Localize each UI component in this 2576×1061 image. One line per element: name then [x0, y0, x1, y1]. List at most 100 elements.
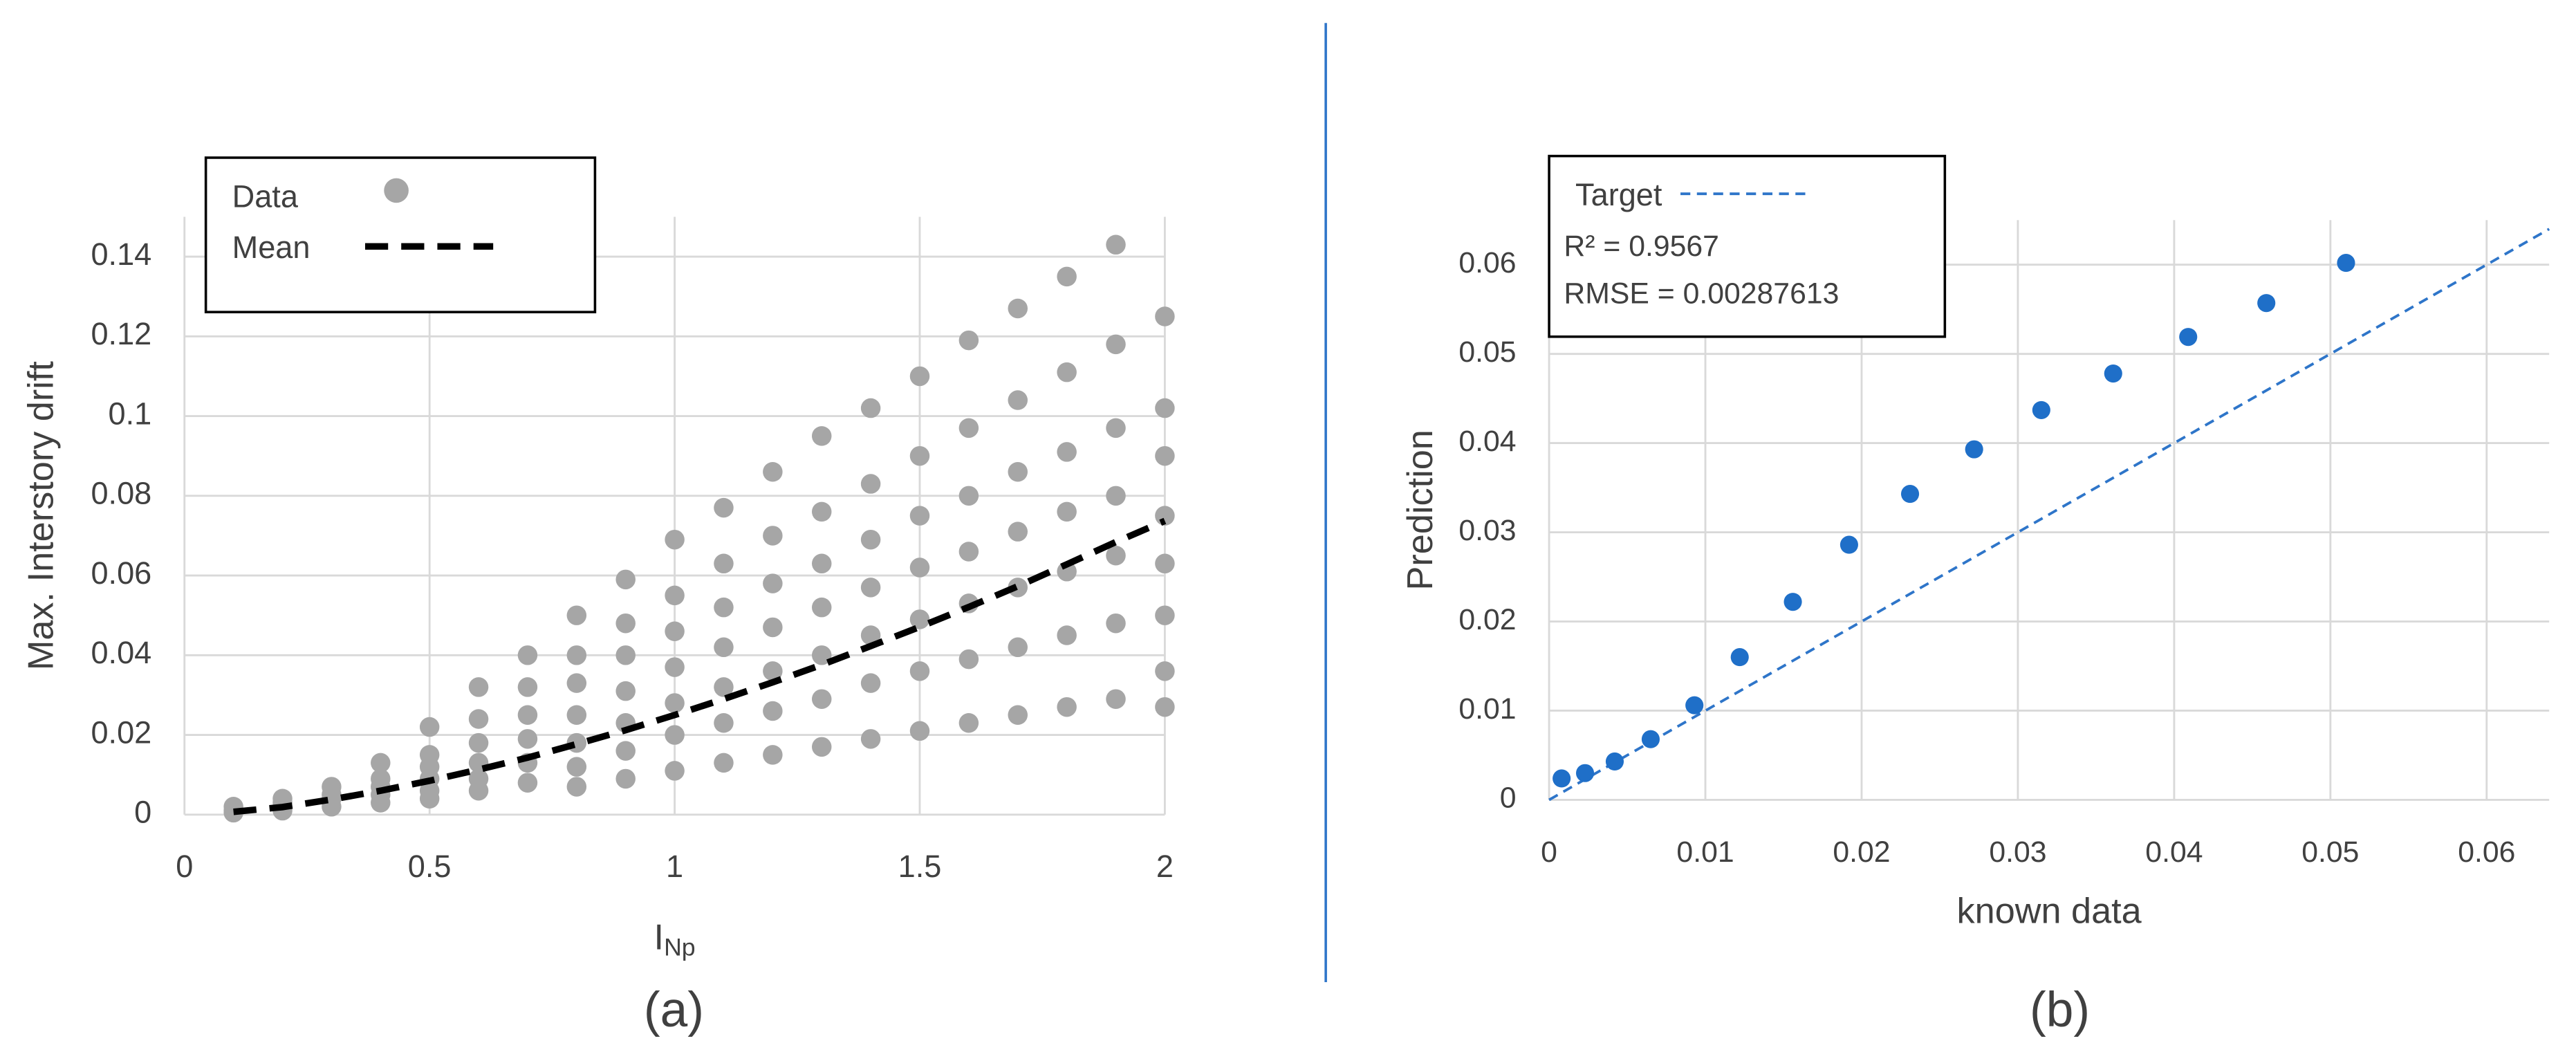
y-tick-label: 0.03 — [1458, 514, 1516, 547]
data-point — [860, 578, 881, 598]
x-tick-label: 0 — [176, 849, 193, 884]
data-point — [2032, 400, 2050, 419]
data-point — [763, 745, 783, 765]
caption: (b) — [2030, 983, 2090, 1037]
x-tick-label: 0.05 — [2301, 836, 2359, 869]
data-point — [811, 689, 832, 709]
data-point — [1840, 535, 1858, 554]
x-axis-label: INp — [654, 917, 696, 961]
x-axis-label-main: I — [654, 917, 665, 957]
y-tick-label: 0.04 — [91, 635, 151, 670]
y-tick-label: 0.14 — [91, 237, 151, 272]
data-point — [1155, 445, 1175, 466]
x-tick-label: 0.02 — [1833, 836, 1890, 869]
data-point — [615, 768, 636, 789]
data-point — [909, 506, 930, 526]
data-point — [2179, 328, 2198, 347]
data-point — [714, 553, 734, 574]
legend-label: Mean — [232, 230, 311, 265]
data-point — [665, 585, 685, 606]
annotation: R² = 0.9567 — [1564, 230, 1719, 263]
data-point — [665, 529, 685, 550]
data-point — [665, 621, 685, 641]
y-axis-label: Max. Interstory drift — [21, 361, 61, 670]
data-point — [1155, 398, 1175, 418]
data-point — [763, 661, 783, 681]
data-point — [2257, 294, 2276, 313]
data-point — [615, 681, 636, 701]
data-point — [958, 542, 979, 562]
data-point — [1155, 553, 1175, 574]
data-point — [1605, 752, 1624, 771]
data-point — [468, 732, 489, 753]
data-point — [1641, 730, 1660, 748]
data-point — [1730, 648, 1749, 667]
data-point — [958, 418, 979, 439]
data-point — [665, 693, 685, 713]
data-point — [419, 717, 440, 737]
caption: (a) — [644, 983, 704, 1037]
data-point — [909, 557, 930, 578]
data-point — [860, 398, 881, 418]
data-point — [763, 526, 783, 546]
x-tick-label: 0.03 — [1989, 836, 2046, 869]
data-point — [763, 461, 783, 482]
data-point — [566, 673, 587, 693]
data-point — [811, 501, 832, 522]
data-point — [1008, 578, 1028, 598]
y-axis-label: Prediction — [1400, 430, 1440, 590]
data-point — [1008, 298, 1028, 319]
y-tick-label: 0 — [1500, 782, 1517, 815]
data-point — [566, 777, 587, 797]
data-point — [2337, 254, 2355, 273]
x-axis-label-subscript: Np — [664, 934, 696, 961]
data-point — [909, 609, 930, 629]
data-point — [1057, 362, 1077, 382]
x-tick-label: 1 — [666, 849, 683, 884]
legend-label: Target — [1575, 177, 1662, 212]
data-point — [371, 753, 391, 773]
data-point — [763, 701, 783, 721]
data-point — [1155, 696, 1175, 717]
y-tick-label: 0.12 — [91, 316, 151, 351]
data-point — [860, 729, 881, 749]
data-point — [1900, 485, 1920, 504]
data-point — [371, 793, 391, 813]
x-tick-label: 0 — [1541, 836, 1557, 869]
data-point — [419, 788, 440, 809]
y-tick-label: 0.06 — [1458, 246, 1516, 279]
data-point — [1008, 390, 1028, 410]
legend-marker — [384, 178, 409, 203]
y-tick-label: 0.06 — [91, 555, 151, 591]
data-point — [517, 677, 538, 697]
data-point — [468, 709, 489, 729]
data-point — [615, 741, 636, 761]
y-tick-label: 0.08 — [91, 476, 151, 511]
data-point — [665, 761, 685, 781]
x-tick-label: 1.5 — [898, 849, 942, 884]
data-point — [1057, 501, 1077, 522]
data-point — [468, 677, 489, 697]
x-tick-label: 0.01 — [1676, 836, 1734, 869]
data-point — [1155, 661, 1175, 681]
data-point — [1008, 637, 1028, 658]
data-point — [909, 661, 930, 681]
data-point — [958, 330, 979, 351]
data-point — [1106, 234, 1126, 255]
data-point — [1008, 461, 1028, 482]
data-point — [665, 725, 685, 745]
data-point — [566, 605, 587, 625]
data-point — [665, 657, 685, 677]
data-point — [958, 486, 979, 506]
data-point — [566, 705, 587, 725]
x-tick-label: 0.5 — [408, 849, 452, 884]
data-point — [566, 757, 587, 777]
data-point — [1106, 689, 1126, 709]
x-axis-label: known data — [1957, 891, 2142, 931]
data-point — [958, 713, 979, 733]
data-point — [1057, 696, 1077, 717]
y-tick-label: 0.1 — [109, 396, 152, 431]
y-tick-label: 0.01 — [1458, 692, 1516, 726]
data-point — [909, 366, 930, 387]
